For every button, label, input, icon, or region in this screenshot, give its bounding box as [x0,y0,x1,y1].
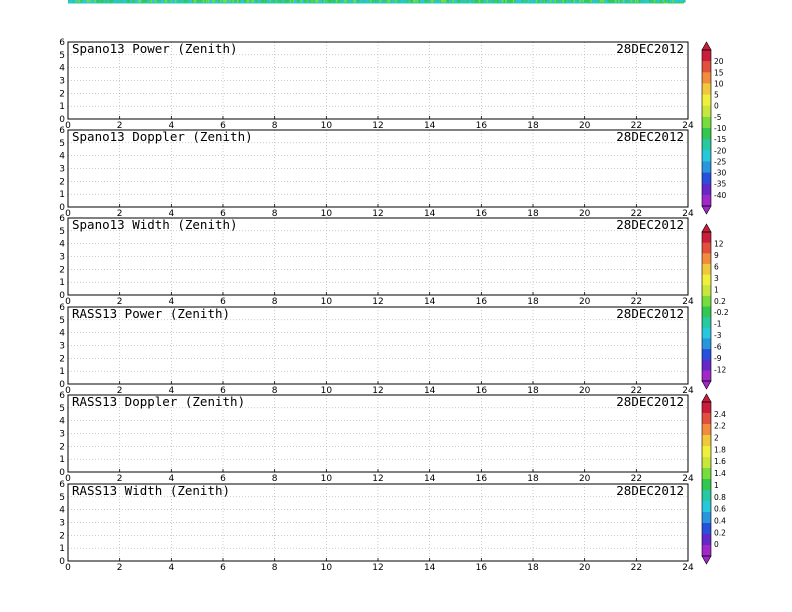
x-tick-label: 18 [527,121,539,131]
x-tick-label: 0 [65,121,71,131]
y-tick-label: 1 [59,102,65,112]
x-tick-label: 16 [476,121,488,131]
x-tick-label: 2 [117,121,123,131]
y-tick-label: 4 [59,64,65,74]
x-tick-label: 22 [631,121,642,131]
x-tick-label: 4 [168,121,174,131]
y-tick-label: 3 [59,77,65,87]
x-tick-label: 6 [220,121,226,131]
panel-date: 28DEC2012 [616,41,684,56]
x-tick-label: 14 [424,121,436,131]
x-tick-label: 20 [579,121,591,131]
x-tick-label: 10 [321,121,333,131]
x-tick-label: 24 [682,121,694,131]
panel-title: Spano13 Power (Zenith) [72,41,238,56]
y-tick-label: 6 [59,38,65,48]
x-tick-label: 8 [272,121,278,131]
x-tick-label: 12 [372,121,383,131]
y-tick-label: 2 [59,89,65,99]
y-tick-label: 0 [59,115,65,125]
y-tick-label: 5 [59,51,65,61]
